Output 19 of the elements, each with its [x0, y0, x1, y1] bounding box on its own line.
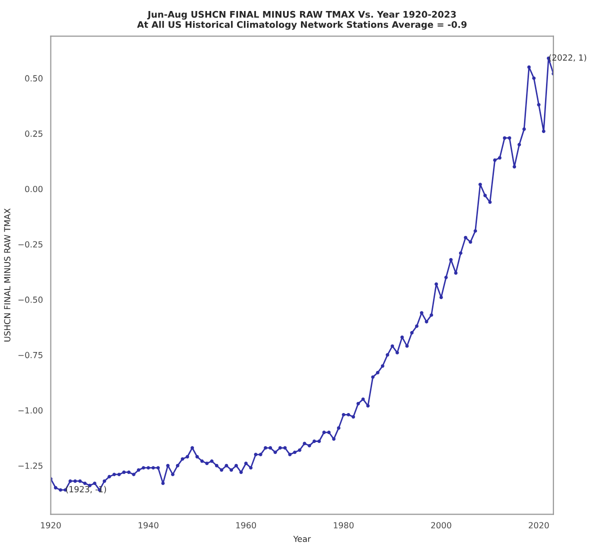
y-tick-label: 0.25 [25, 130, 42, 137]
x-tick-label: 1980 [334, 522, 354, 528]
y-tick-label: −0.25 [18, 241, 42, 248]
x-tick-label: 2020 [528, 522, 549, 528]
x-tick-label: 1960 [236, 522, 256, 528]
y-tick-label: −0.50 [18, 296, 43, 303]
y-tick-label: −0.75 [18, 352, 42, 358]
chart-title: Jun-Aug USHCN FINAL MINUS RAW TMAX Vs. Year 1920-2023 At All US Historical Climatology Network Stations Average = -0.9 [137, 10, 467, 30]
y-tick-label: 0.50 [25, 75, 43, 82]
annotation: (1923, -1) [66, 486, 106, 494]
y-tick-label: −1.00 [18, 407, 43, 414]
x-tick-label: 1940 [138, 522, 158, 528]
annotation: (2022, 1) [549, 54, 586, 62]
x-tick-label: 1920 [41, 522, 61, 528]
y-tick-label: −1.25 [18, 462, 42, 469]
y-tick-label: 0.00 [25, 186, 43, 192]
y-axis-title: USHCN FINAL MINUS RAW TMAX [4, 208, 10, 342]
x-tick-label: 2000 [431, 522, 452, 528]
x-axis-title: Year [293, 536, 311, 542]
